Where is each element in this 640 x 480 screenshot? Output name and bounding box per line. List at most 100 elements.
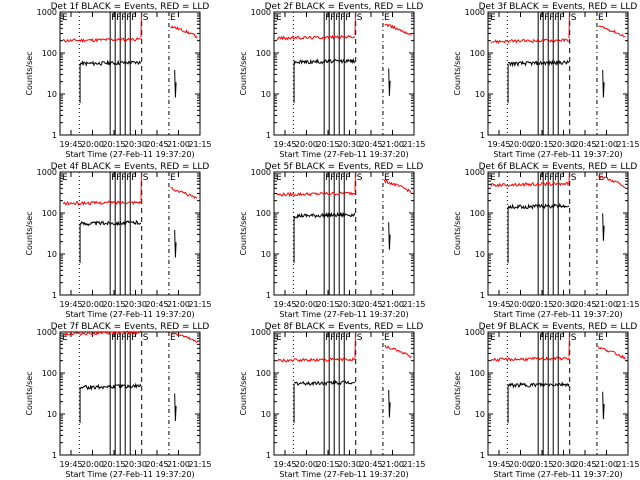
flare-label: F xyxy=(131,173,136,183)
panel-title: Det 1f BLACK = Events, RED = LLD xyxy=(51,2,210,12)
eclipse-label: E xyxy=(62,173,68,183)
x-tick-label: 20:30 xyxy=(124,140,147,149)
flare-label: F xyxy=(116,13,121,23)
y-tick-label: 1 xyxy=(52,131,57,140)
flare-label: F xyxy=(340,173,345,183)
x-tick-label: 21:15 xyxy=(188,300,211,309)
x-axis-label: Start Time (27-Feb-11 19:37:20) xyxy=(65,470,194,479)
events-series-line xyxy=(293,57,356,65)
flare-label: F xyxy=(549,173,554,183)
x-tick-label: 21:15 xyxy=(616,300,639,309)
events-post-saa-spike xyxy=(388,68,391,96)
x-tick-label: 21:15 xyxy=(402,300,425,309)
flare-label: F xyxy=(554,333,559,343)
lld-series-line xyxy=(490,38,570,44)
eclipse-label: E xyxy=(276,333,282,343)
y-axis-label: Counts/sec xyxy=(239,51,248,95)
y-tick-label: 100 xyxy=(42,49,57,58)
x-tick-label: 19:45 xyxy=(273,140,296,149)
lld-series-line xyxy=(62,330,142,337)
y-tick-label: 100 xyxy=(256,209,271,218)
y-tick-label: 1000 xyxy=(465,8,485,17)
x-tick-label: 20:30 xyxy=(338,300,361,309)
flare-label: F xyxy=(126,333,131,343)
flare-label: F xyxy=(111,333,116,343)
x-tick-label: 20:00 xyxy=(295,300,318,309)
panel-det-1: Det 1f BLACK = Events, RED = LLD 1 10 100 10… xyxy=(25,2,212,159)
flare-label: F xyxy=(345,13,350,23)
panel-det-2: Det 2f BLACK = Events, RED = LLD 1 10 100 10… xyxy=(239,2,426,159)
saa-end-label: E xyxy=(384,333,390,343)
flare-label: F xyxy=(330,173,335,183)
eclipse-label: E xyxy=(490,13,496,23)
x-tick-label: 20:00 xyxy=(81,300,104,309)
flare-label: F xyxy=(559,333,564,343)
y-tick-label: 1 xyxy=(480,291,485,300)
events-post-saa-spike xyxy=(174,393,177,422)
x-tick-label: 20:45 xyxy=(359,460,382,469)
lld-series-line-post xyxy=(598,175,626,188)
x-tick-label: 19:45 xyxy=(273,300,296,309)
flare-label: F xyxy=(549,333,554,343)
flare-label: F xyxy=(131,13,136,23)
flare-label: F xyxy=(544,173,549,183)
x-tick-label: 20:45 xyxy=(359,140,382,149)
events-post-saa-spike xyxy=(602,69,605,98)
panel-title: Det 2f BLACK = Events, RED = LLD xyxy=(265,2,424,12)
flare-label: F xyxy=(121,13,126,23)
saa-end-label: E xyxy=(384,173,390,183)
events-series-line xyxy=(507,202,570,210)
panel-det-4: Det 4f BLACK = Events, RED = LLD 1 10 100 10… xyxy=(25,162,212,319)
eclipse-label: E xyxy=(62,333,68,343)
x-tick-label: 20:00 xyxy=(295,140,318,149)
flare-label: F xyxy=(111,173,116,183)
lld-series-line-post xyxy=(598,25,626,38)
panel-title: Det 3f BLACK = Events, RED = LLD xyxy=(479,2,638,12)
panel-title: Det 8f BLACK = Events, RED = LLD xyxy=(265,322,424,332)
x-axis-label: Start Time (27-Feb-11 19:37:20) xyxy=(493,150,622,159)
y-tick-label: 1 xyxy=(480,131,485,140)
x-tick-label: 20:00 xyxy=(81,140,104,149)
events-series-line xyxy=(507,381,570,389)
x-axis-label: Start Time (27-Feb-11 19:37:20) xyxy=(493,470,622,479)
x-tick-label: 19:45 xyxy=(59,460,82,469)
lld-series-line-post xyxy=(597,346,626,360)
y-tick-label: 1000 xyxy=(251,8,271,17)
saa-end-label: E xyxy=(170,333,176,343)
x-tick-label: 20:45 xyxy=(145,140,168,149)
y-tick-label: 10 xyxy=(261,250,271,259)
x-tick-label: 20:00 xyxy=(509,300,532,309)
x-tick-label: 21:00 xyxy=(167,300,190,309)
y-tick-label: 1000 xyxy=(37,168,57,177)
flare-label: F xyxy=(335,13,340,23)
y-axis-label: Counts/sec xyxy=(239,371,248,415)
events-post-saa-spike xyxy=(602,213,605,241)
x-tick-label: 21:00 xyxy=(381,460,404,469)
flare-label: F xyxy=(345,173,350,183)
flare-label: F xyxy=(549,13,554,23)
y-tick-label: 10 xyxy=(47,410,57,419)
lld-series-line xyxy=(490,181,570,188)
lld-series-line xyxy=(276,357,356,363)
saa-end-label: E xyxy=(170,13,176,23)
x-tick-label: 20:30 xyxy=(124,460,147,469)
x-tick-label: 20:30 xyxy=(552,300,575,309)
flare-label: F xyxy=(330,333,335,343)
panel-det-9: Det 9f BLACK = Events, RED = LLD 1 10 100 10… xyxy=(453,322,640,479)
lld-series-line xyxy=(276,191,356,198)
x-tick-label: 21:15 xyxy=(188,140,211,149)
y-tick-label: 10 xyxy=(261,410,271,419)
x-axis-label: Start Time (27-Feb-11 19:37:20) xyxy=(279,470,408,479)
flare-label: F xyxy=(116,333,121,343)
y-tick-label: 10 xyxy=(261,90,271,99)
x-tick-label: 21:15 xyxy=(616,460,639,469)
x-tick-label: 20:15 xyxy=(102,460,125,469)
x-tick-label: 20:00 xyxy=(509,460,532,469)
x-axis-label: Start Time (27-Feb-11 19:37:20) xyxy=(493,310,622,319)
x-tick-label: 20:15 xyxy=(530,460,553,469)
panel-det-8: Det 8f BLACK = Events, RED = LLD 1 10 100 10… xyxy=(239,322,426,479)
flare-label: F xyxy=(340,13,345,23)
x-tick-label: 20:15 xyxy=(316,300,339,309)
x-tick-label: 19:45 xyxy=(59,140,82,149)
